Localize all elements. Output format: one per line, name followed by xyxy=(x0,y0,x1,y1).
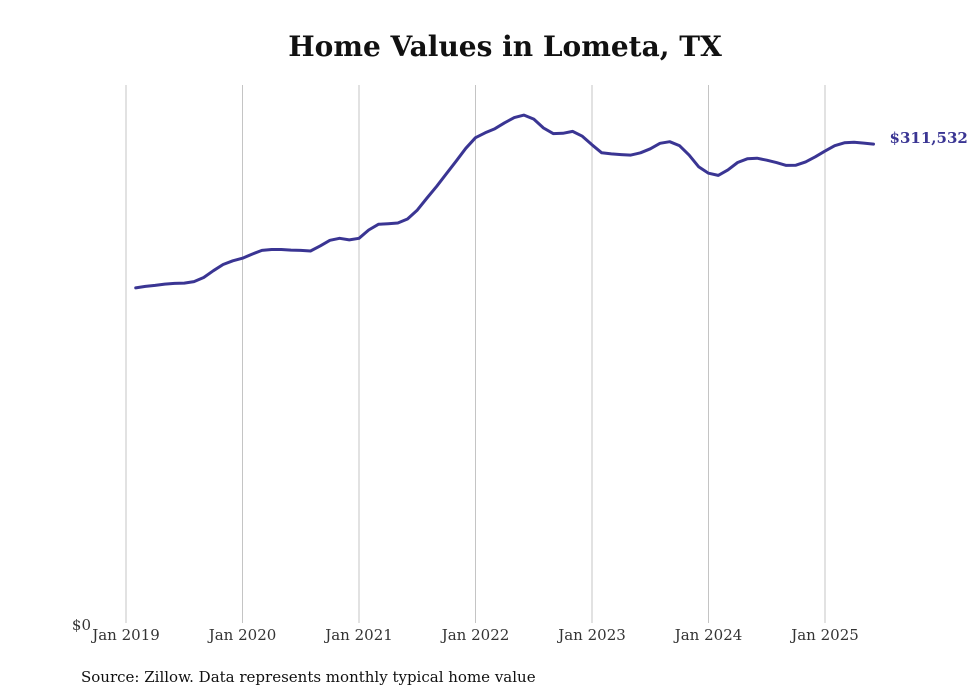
x-tick-label: Jan 2025 xyxy=(789,626,859,644)
chart-title: Home Values in Lometa, TX xyxy=(288,30,722,63)
x-tick-label: Jan 2023 xyxy=(556,626,626,644)
x-tick-label: Jan 2022 xyxy=(440,626,510,644)
series-line xyxy=(134,113,875,290)
x-tick-label: Jan 2021 xyxy=(323,626,393,644)
axis-labels: Jan 2019 Jan 2020 Jan 2021 Jan 2022 Jan 2023… xyxy=(72,129,968,644)
y-axis-zero-label: $0 xyxy=(72,616,91,634)
source-note: Source: Zillow. Data represents monthly … xyxy=(81,668,536,686)
end-value-label: $311,532 xyxy=(890,129,968,147)
gridlines xyxy=(125,85,826,623)
x-tick-label: Jan 2024 xyxy=(673,626,743,644)
series-line-group xyxy=(134,113,875,290)
x-tick-label: Jan 2019 xyxy=(90,626,160,644)
x-tick-label: Jan 2020 xyxy=(207,626,277,644)
